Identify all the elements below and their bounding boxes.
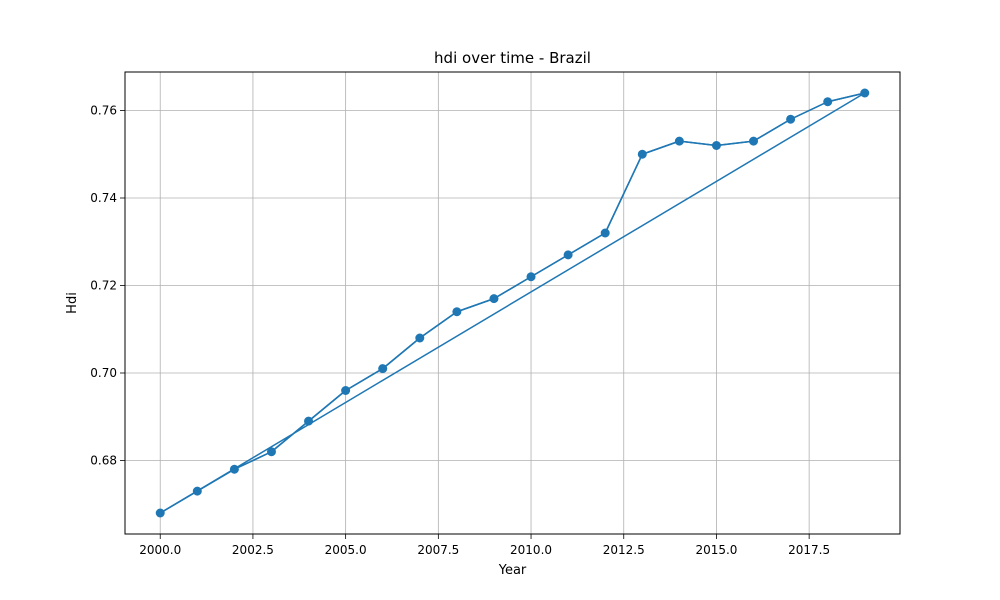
x-tick-label: 2017.5 bbox=[788, 543, 830, 557]
ticks: 2000.0 2002.5 2005.0 2007.5 2010.0 2012.5 2015… bbox=[90, 104, 830, 558]
data-point bbox=[155, 508, 165, 518]
y-axis-label: Hdi bbox=[65, 292, 80, 314]
y-tick-label: 0.70 bbox=[90, 366, 117, 380]
chart-title: hdi over time - Brazil bbox=[434, 49, 591, 67]
series-line-2 bbox=[159, 92, 866, 514]
x-tick-label: 2015.0 bbox=[695, 543, 737, 557]
x-tick-label: 2005.0 bbox=[325, 543, 367, 557]
x-tick-label: 2010.0 bbox=[510, 543, 552, 557]
series-layer bbox=[155, 88, 870, 518]
y-tick-label: 0.72 bbox=[90, 279, 117, 293]
x-tick-label: 2000.0 bbox=[139, 543, 181, 557]
grid bbox=[125, 72, 900, 534]
x-tick-label: 2007.5 bbox=[417, 543, 459, 557]
x-tick-label: 2002.5 bbox=[232, 543, 274, 557]
x-axis-label: Year bbox=[498, 563, 527, 578]
x-tick-label: 2012.5 bbox=[603, 543, 645, 557]
y-tick-label: 0.74 bbox=[90, 191, 117, 205]
plot-frame bbox=[124, 71, 901, 535]
y-tick-label: 0.68 bbox=[90, 454, 117, 468]
y-tick-label: 0.76 bbox=[90, 104, 117, 118]
